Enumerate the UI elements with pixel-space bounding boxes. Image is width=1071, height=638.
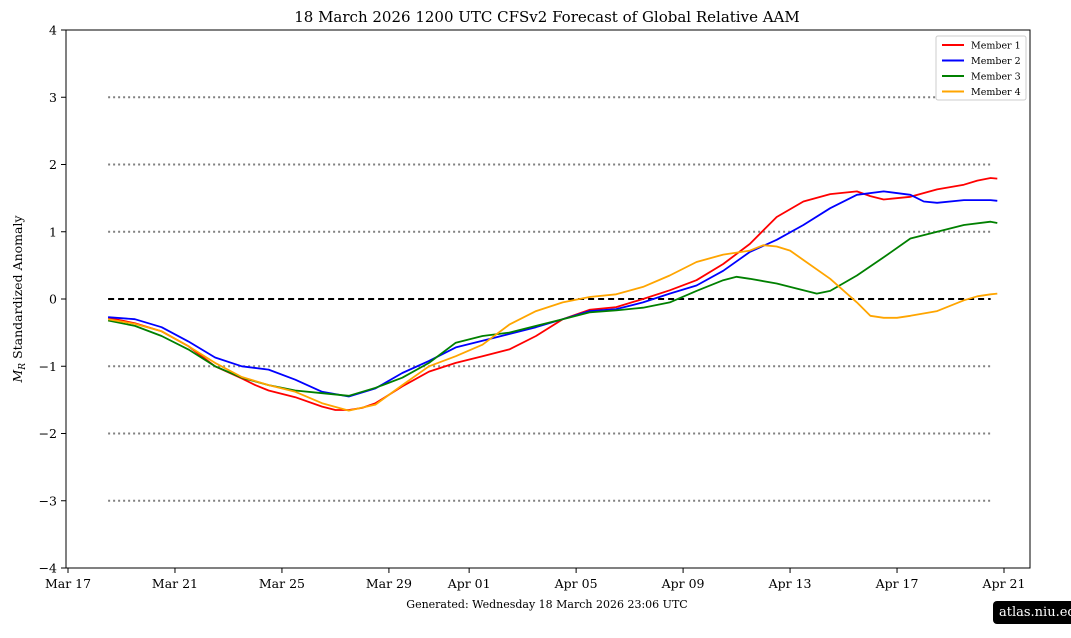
- series-lines: [107, 177, 998, 412]
- site-badge[interactable]: atlas.niu.edu: [993, 601, 1071, 624]
- x-tick-label: Apr 05: [554, 576, 598, 591]
- y-axis-ticks: −4 −3 −2 −1 0 1 2 3 4: [39, 23, 66, 576]
- x-tick-label: Apr 17: [875, 576, 919, 591]
- reference-lines: [108, 96, 991, 502]
- y-tick-label: 1: [49, 224, 57, 239]
- legend-label-member-3: Member 3: [971, 72, 1021, 83]
- x-tick-label: Apr 01: [447, 576, 491, 591]
- y-axis-label-symbol: M: [10, 369, 25, 384]
- y-tick-label: 3: [49, 90, 57, 105]
- chart-title: 18 March 2026 1200 UTC CFSv2 Forecast of…: [294, 8, 800, 26]
- y-tick-label: −2: [39, 426, 57, 441]
- legend-box: [935, 35, 1027, 101]
- y-axis-label-text: Standardized Anomaly: [10, 215, 25, 363]
- x-tick-label: Mar 17: [45, 576, 91, 591]
- x-tick-label: Apr 13: [768, 576, 812, 591]
- y-tick-label: 4: [49, 23, 57, 38]
- generated-timestamp: Generated: Wednesday 18 March 2026 23:06…: [406, 598, 687, 611]
- legend-label-member-1: Member 1: [971, 41, 1021, 52]
- x-tick-label: Apr 09: [661, 576, 705, 591]
- y-tick-label: 0: [49, 292, 57, 307]
- x-axis-ticks: Mar 17 Mar 21 Mar 25 Mar 29 Apr 01 Apr 05 Apr …: [45, 568, 1026, 591]
- series-line-member-4: [107, 244, 998, 412]
- legend: Member 1 Member 2 Member 3 Member 4: [935, 35, 1027, 101]
- legend-label-member-2: Member 2: [971, 56, 1021, 67]
- y-tick-label: −4: [39, 561, 57, 576]
- legend-label-member-4: Member 4: [971, 87, 1021, 98]
- y-tick-label: −1: [39, 359, 57, 374]
- x-tick-label: Mar 25: [259, 576, 305, 591]
- x-tick-label: Apr 21: [982, 576, 1026, 591]
- x-tick-label: Mar 21: [152, 576, 198, 591]
- y-tick-label: −3: [39, 493, 57, 508]
- y-tick-label: 2: [49, 157, 57, 172]
- x-tick-label: Mar 29: [366, 576, 412, 591]
- y-axis-label-subscript: R: [18, 363, 28, 371]
- y-axis-label: MR Standardized Anomaly: [10, 215, 28, 384]
